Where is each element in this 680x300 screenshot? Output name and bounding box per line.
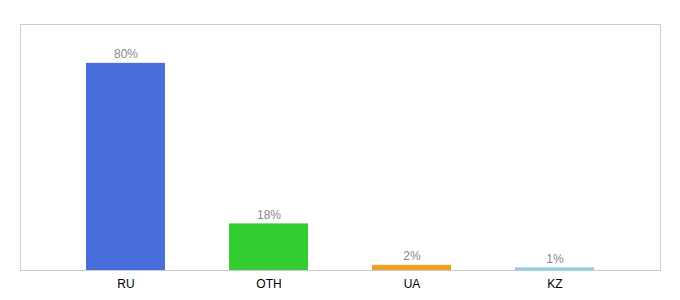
svg-text:1%: 1% — [546, 252, 564, 266]
svg-text:80%: 80% — [114, 47, 138, 61]
svg-text:KZ: KZ — [547, 277, 562, 291]
svg-text:RU: RU — [117, 277, 134, 291]
svg-text:UA: UA — [404, 277, 421, 291]
svg-text:18%: 18% — [257, 208, 281, 222]
svg-text:2%: 2% — [403, 249, 421, 263]
svg-text:OTH: OTH — [256, 277, 281, 291]
